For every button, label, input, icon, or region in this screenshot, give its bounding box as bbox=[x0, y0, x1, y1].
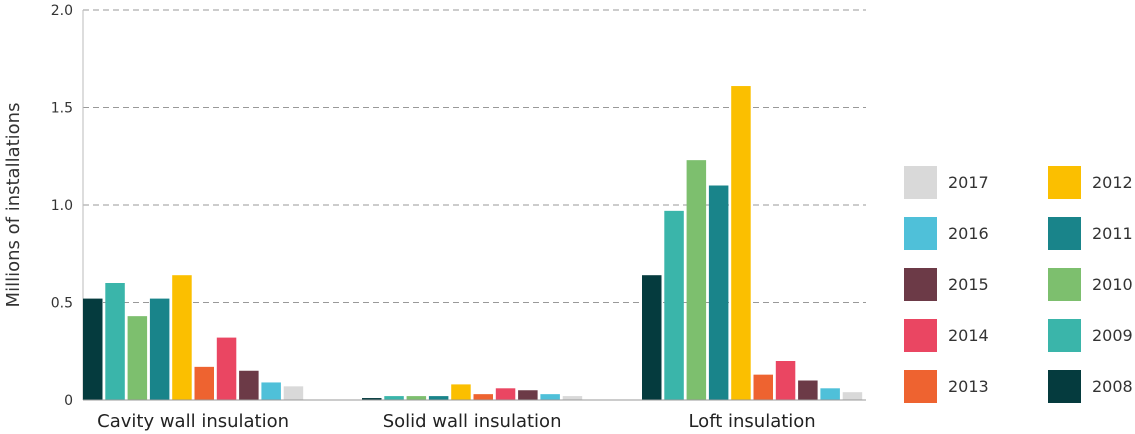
bar-2016-1 bbox=[540, 394, 560, 400]
legend-label-2016: 2016 bbox=[948, 224, 989, 243]
legend-swatch-2010 bbox=[1048, 268, 1081, 301]
bar-2013-2 bbox=[753, 374, 773, 400]
y-tick-label: 0 bbox=[64, 393, 73, 409]
bar-2011-2 bbox=[708, 185, 729, 400]
legend-swatch-2008 bbox=[1048, 370, 1081, 403]
bar-2017-2 bbox=[842, 392, 863, 400]
y-tick-label: 2.0 bbox=[51, 3, 73, 19]
legend: 2017 2012 2016 2011 2015 2010 2014 2009 2013 2008 bbox=[904, 166, 1133, 403]
category-label: Solid wall insulation bbox=[383, 411, 562, 432]
legend-label-2011: 2011 bbox=[1092, 224, 1133, 243]
legend-swatch-2017 bbox=[904, 166, 937, 199]
legend-label-2017: 2017 bbox=[948, 173, 989, 192]
legend-swatch-2012 bbox=[1048, 166, 1081, 199]
category-label: Loft insulation bbox=[688, 411, 815, 432]
bar-2012-1 bbox=[451, 384, 471, 400]
bar-2015-1 bbox=[518, 390, 538, 400]
legend-swatch-2009 bbox=[1048, 319, 1081, 352]
legend-label-2008: 2008 bbox=[1092, 377, 1133, 396]
bar-2013-0 bbox=[194, 366, 214, 400]
legend-swatch-2015 bbox=[904, 268, 937, 301]
y-axis: 0 0.5 1.0 1.5 2.0 bbox=[51, 3, 84, 409]
legend-swatch-2016 bbox=[904, 217, 937, 250]
bar-2009-2 bbox=[664, 210, 684, 400]
bar-2017-0 bbox=[283, 386, 304, 400]
y-tick-label: 1.0 bbox=[51, 198, 73, 214]
legend-label-2012: 2012 bbox=[1092, 173, 1133, 192]
bar-2013-1 bbox=[473, 394, 493, 400]
bar-2014-2 bbox=[775, 361, 796, 400]
legend-label-2009: 2009 bbox=[1092, 326, 1133, 345]
y-axis-label: Millions of installations bbox=[3, 103, 24, 308]
legend-label-2010: 2010 bbox=[1092, 275, 1133, 294]
legend-swatch-2011 bbox=[1048, 217, 1081, 250]
x-axis: Cavity wall insulation Solid wall insulat… bbox=[83, 399, 866, 432]
legend-label-2015: 2015 bbox=[948, 275, 989, 294]
bars bbox=[83, 86, 863, 401]
bar-2014-1 bbox=[495, 388, 516, 400]
legend-label-2014: 2014 bbox=[948, 326, 989, 345]
legend-swatch-2013 bbox=[904, 370, 937, 403]
bar-2015-0 bbox=[239, 370, 259, 400]
legend-swatch-2014 bbox=[904, 319, 937, 352]
y-tick-label: 1.5 bbox=[51, 101, 73, 117]
bar-2014-0 bbox=[216, 337, 237, 400]
legend-label-2013: 2013 bbox=[948, 377, 989, 396]
y-tick-label: 0.5 bbox=[51, 296, 73, 312]
bar-2016-2 bbox=[820, 388, 840, 400]
bar-2009-1 bbox=[384, 396, 404, 400]
bar-2010-2 bbox=[686, 160, 707, 400]
bar-2012-2 bbox=[731, 86, 751, 401]
bar-2010-0 bbox=[127, 316, 148, 400]
bar-2012-0 bbox=[172, 275, 192, 400]
bar-2008-0 bbox=[83, 298, 103, 400]
bar-2010-1 bbox=[406, 396, 427, 400]
bar-2017-1 bbox=[562, 396, 583, 400]
bar-2008-1 bbox=[362, 398, 382, 400]
bar-2015-2 bbox=[798, 380, 818, 400]
bar-2011-0 bbox=[149, 298, 170, 400]
bar-2016-0 bbox=[261, 382, 281, 400]
bar-2011-1 bbox=[428, 396, 449, 400]
bar-2008-2 bbox=[642, 275, 662, 400]
category-label: Cavity wall insulation bbox=[97, 411, 289, 432]
bar-2009-0 bbox=[105, 283, 125, 400]
